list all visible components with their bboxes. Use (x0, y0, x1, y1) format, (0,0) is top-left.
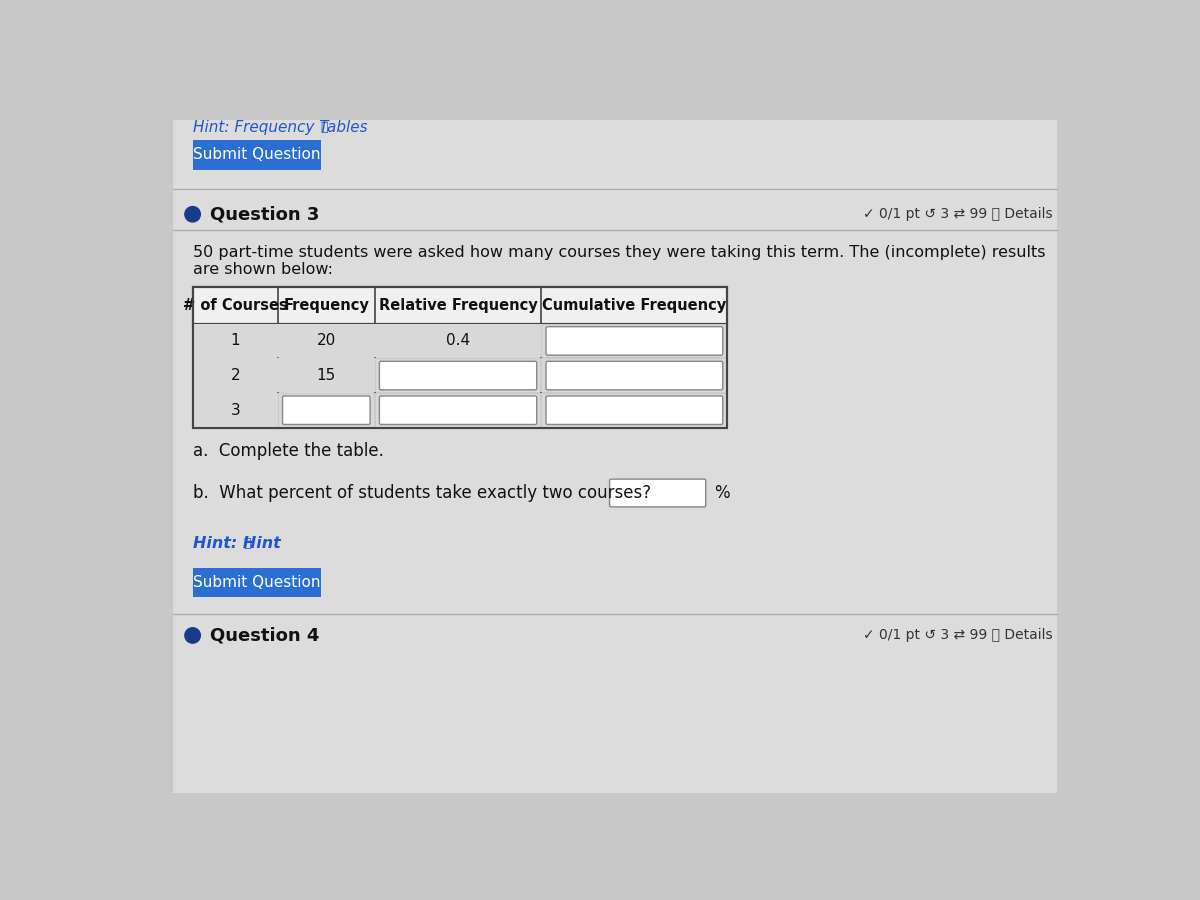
Bar (541, 358, 727, 393)
Bar (193, 140, 320, 169)
Bar (278, 358, 374, 393)
Bar (541, 393, 727, 428)
Text: Question 4: Question 4 (210, 626, 320, 644)
Text: Hint: Frequency Tables: Hint: Frequency Tables (193, 120, 372, 135)
Bar (193, 286, 727, 428)
FancyBboxPatch shape (546, 361, 722, 390)
Text: 15: 15 (317, 368, 336, 383)
Bar (374, 393, 541, 428)
Bar (278, 393, 374, 428)
Bar (193, 286, 727, 324)
Bar (193, 358, 278, 393)
Text: ⧉: ⧉ (242, 536, 251, 550)
Text: 1: 1 (230, 333, 240, 348)
Bar (193, 324, 278, 358)
Bar (193, 393, 278, 428)
Text: Frequency: Frequency (283, 298, 370, 312)
FancyBboxPatch shape (546, 327, 722, 356)
FancyBboxPatch shape (282, 396, 370, 425)
Text: ⧉: ⧉ (320, 121, 328, 134)
Text: 20: 20 (317, 333, 336, 348)
Text: ✓ 0/1 pt ↺ 3 ⇄ 99 ⓘ Details: ✓ 0/1 pt ↺ 3 ⇄ 99 ⓘ Details (863, 628, 1052, 643)
Text: Relative Frequency: Relative Frequency (379, 298, 538, 312)
Text: Submit Question: Submit Question (193, 148, 320, 163)
Bar (193, 568, 320, 597)
Text: Cumulative Frequency: Cumulative Frequency (542, 298, 726, 312)
Bar (374, 324, 541, 358)
Text: Question 3: Question 3 (210, 205, 320, 223)
Text: Hint: Hint: Hint: Hint (193, 536, 286, 551)
Text: Submit Question: Submit Question (193, 575, 320, 590)
Text: 50 part-time students were asked how many courses they were taking this term. Th: 50 part-time students were asked how man… (193, 246, 1045, 260)
FancyBboxPatch shape (546, 396, 722, 425)
Bar (193, 286, 727, 428)
Text: ✓ 0/1 pt ↺ 3 ⇄ 99 ⓘ Details: ✓ 0/1 pt ↺ 3 ⇄ 99 ⓘ Details (863, 207, 1052, 221)
Bar (278, 324, 374, 358)
Text: 2: 2 (230, 368, 240, 383)
Text: 0.4: 0.4 (446, 333, 470, 348)
Text: # of Courses: # of Courses (182, 298, 288, 312)
Bar (607, 478, 708, 508)
Text: %: % (714, 484, 730, 502)
FancyBboxPatch shape (610, 479, 706, 507)
Bar (374, 358, 541, 393)
Circle shape (185, 207, 200, 222)
Text: 3: 3 (230, 402, 240, 418)
Text: are shown below:: are shown below: (193, 262, 332, 277)
Text: a.  Complete the table.: a. Complete the table. (193, 442, 384, 460)
FancyBboxPatch shape (379, 361, 536, 390)
Circle shape (185, 628, 200, 644)
Bar (541, 324, 727, 358)
FancyBboxPatch shape (379, 396, 536, 425)
Text: b.  What percent of students take exactly two courses?: b. What percent of students take exactly… (193, 484, 650, 502)
